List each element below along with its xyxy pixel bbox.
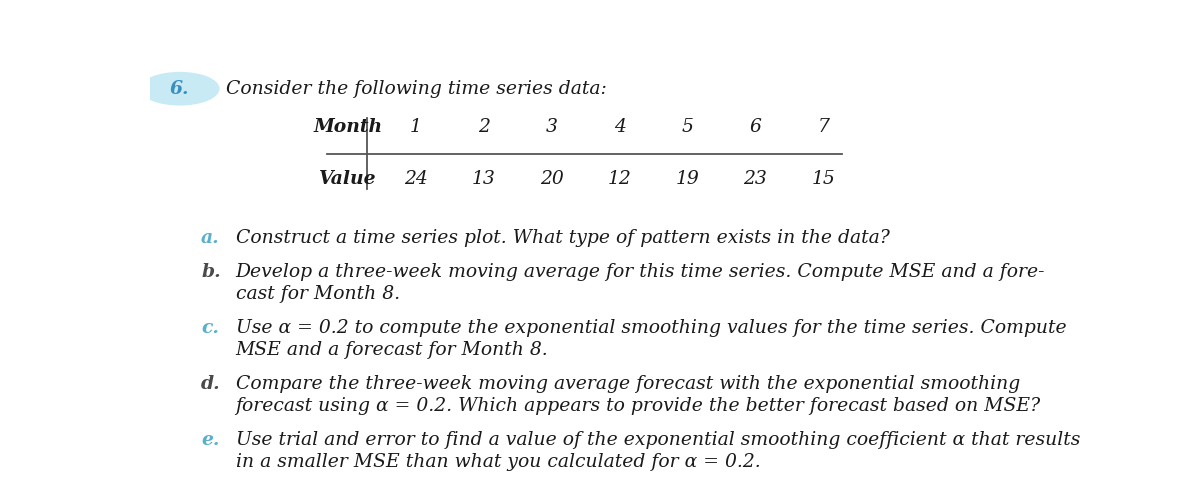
- Text: 1: 1: [410, 118, 422, 136]
- Text: 3: 3: [546, 118, 558, 136]
- Text: 20: 20: [540, 170, 564, 188]
- Circle shape: [140, 72, 218, 105]
- Text: 24: 24: [404, 170, 428, 188]
- Text: Compare the three-week moving average forecast with the exponential smoothing: Compare the three-week moving average fo…: [235, 375, 1020, 393]
- Text: 13: 13: [472, 170, 496, 188]
- Text: Use trial and error to find a value of the exponential smoothing coefficient α t: Use trial and error to find a value of t…: [235, 431, 1080, 449]
- Text: Use α = 0.2 to compute the exponential smoothing values for the time series. Com: Use α = 0.2 to compute the exponential s…: [235, 319, 1066, 337]
- Text: 12: 12: [607, 170, 631, 188]
- Text: Month: Month: [313, 118, 383, 136]
- Text: e.: e.: [202, 431, 220, 449]
- Text: d.: d.: [202, 375, 221, 393]
- Text: Construct a time series plot. What type of pattern exists in the data?: Construct a time series plot. What type …: [235, 229, 889, 247]
- Text: a.: a.: [202, 229, 220, 247]
- Text: Consider the following time series data:: Consider the following time series data:: [227, 80, 607, 98]
- Text: MSE and a forecast for Month 8.: MSE and a forecast for Month 8.: [235, 341, 548, 359]
- Text: 19: 19: [676, 170, 700, 188]
- Text: cast for Month 8.: cast for Month 8.: [235, 285, 400, 303]
- Text: b.: b.: [202, 263, 221, 281]
- Text: c.: c.: [202, 319, 220, 337]
- Text: 6.: 6.: [170, 80, 190, 98]
- Text: 5: 5: [682, 118, 694, 136]
- Text: forecast using α = 0.2. Which appears to provide the better forecast based on MS: forecast using α = 0.2. Which appears to…: [235, 397, 1040, 415]
- Text: in a smaller MSE than what you calculated for α = 0.2.: in a smaller MSE than what you calculate…: [235, 453, 761, 472]
- Text: 23: 23: [744, 170, 767, 188]
- Text: Develop a three-week moving average for this time series. Compute MSE and a fore: Develop a three-week moving average for …: [235, 263, 1045, 281]
- Text: 7: 7: [817, 118, 829, 136]
- Text: 15: 15: [811, 170, 835, 188]
- Text: 6: 6: [750, 118, 761, 136]
- Text: Value: Value: [319, 170, 377, 188]
- Text: 4: 4: [613, 118, 625, 136]
- Text: 2: 2: [478, 118, 490, 136]
